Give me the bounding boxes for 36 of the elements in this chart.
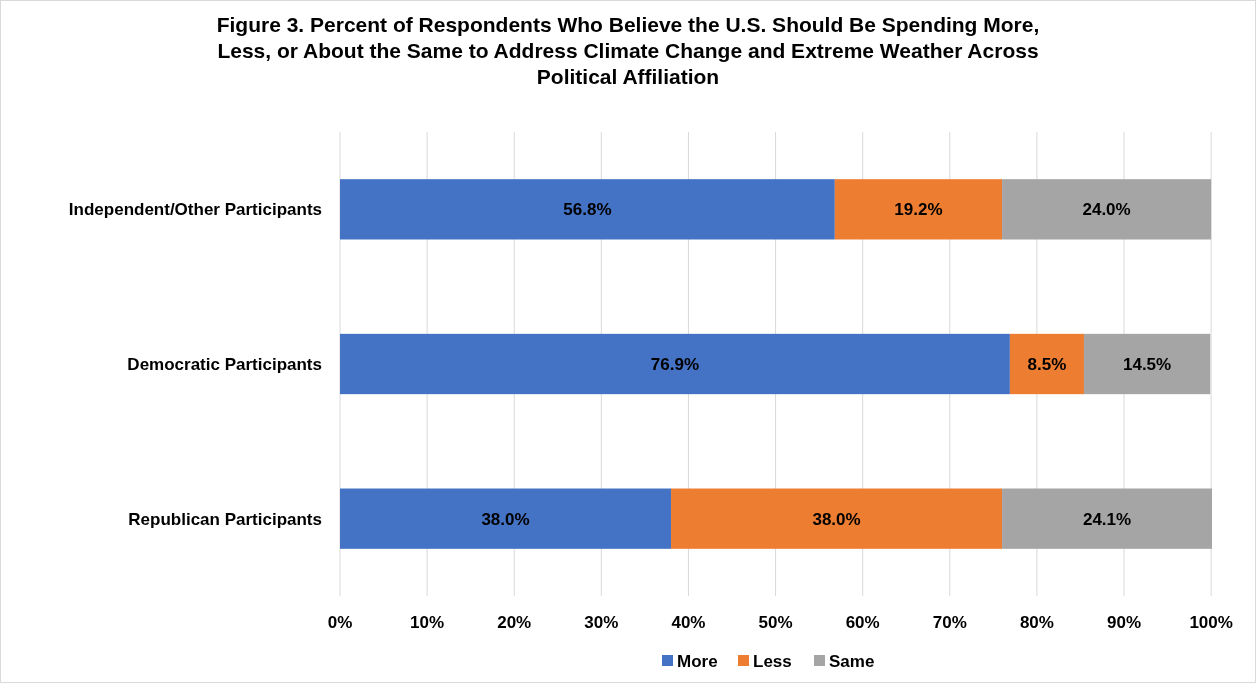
- data-label: 24.1%: [1082, 509, 1132, 529]
- x-tick-label: 100%: [1189, 612, 1233, 632]
- bar: [834, 179, 1003, 240]
- x-tick-label: 90%: [1107, 612, 1142, 632]
- y-tick-label: Independent/Other Participants: [68, 200, 322, 220]
- x-tick-label: 80%: [1019, 612, 1054, 632]
- x-tick-label: 30%: [584, 612, 619, 632]
- bar: [340, 179, 835, 240]
- bar: [1002, 488, 1212, 549]
- legend-label: Same: [829, 651, 875, 671]
- bar: [340, 488, 672, 549]
- bar: [671, 488, 1003, 549]
- legend-label: Less: [753, 651, 792, 671]
- chart-title: Figure 3. Percent of Respondents Who Believe the U.S. Should Be Spending More, Less, or About the Same to Address Climate Change and Extreme Weather Across Political Affiliation: [216, 13, 1040, 88]
- y-tick-label: Republican Participants: [128, 509, 322, 529]
- x-tick-label: 20%: [497, 612, 532, 632]
- x-tick-label: 40%: [671, 612, 706, 632]
- x-tick-label: 0%: [327, 612, 353, 632]
- x-tick-label: 60%: [845, 612, 880, 632]
- y-tick-label: Democratic Participants: [127, 354, 322, 374]
- x-tick-label: 50%: [758, 612, 793, 632]
- x-tick-label: 70%: [932, 612, 967, 632]
- bar: [1083, 333, 1211, 395]
- data-label: 76.9%: [650, 354, 700, 374]
- data-label: 38.0%: [481, 509, 530, 529]
- legend-label: More: [677, 651, 718, 671]
- x-tick-label: 10%: [410, 612, 445, 632]
- data-label: 19.2%: [894, 200, 943, 220]
- bar: [1002, 179, 1212, 240]
- data-label: 56.8%: [563, 200, 612, 220]
- data-label: 24.0%: [1082, 200, 1131, 220]
- data-label: 38.0%: [812, 509, 861, 529]
- data-label: 14.5%: [1123, 354, 1172, 374]
- data-label: 8.5%: [1027, 354, 1067, 374]
- bar: [340, 333, 1010, 395]
- bar: [1009, 333, 1084, 395]
